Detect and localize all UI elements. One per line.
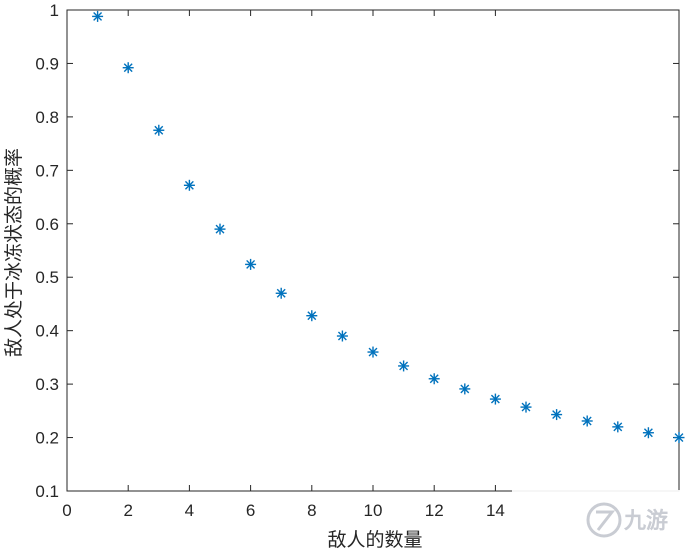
data-point bbox=[275, 287, 287, 299]
data-point bbox=[459, 383, 471, 395]
x-tick-label: 8 bbox=[307, 501, 316, 520]
y-tick-label: 0.6 bbox=[35, 215, 59, 234]
data-point bbox=[245, 258, 257, 270]
watermark-text: 九游 bbox=[623, 508, 668, 534]
x-tick-label: 10 bbox=[364, 501, 383, 520]
data-point bbox=[520, 401, 532, 413]
y-axis-label: 敌人处于冰冻状态的概率 bbox=[3, 148, 25, 357]
data-point bbox=[551, 409, 563, 421]
data-point bbox=[428, 373, 440, 385]
data-point bbox=[489, 393, 501, 405]
y-tick-label: 0.7 bbox=[35, 161, 59, 180]
data-point bbox=[398, 360, 410, 372]
y-tick-label: 0.9 bbox=[35, 54, 59, 73]
x-tick-label: 14 bbox=[486, 501, 505, 520]
data-point bbox=[581, 415, 593, 427]
y-tick-label: 0.4 bbox=[35, 322, 59, 341]
y-tick-label: 0.3 bbox=[35, 375, 59, 394]
data-points bbox=[92, 10, 685, 444]
x-axis-label: 敌人的数量 bbox=[327, 529, 422, 550]
y-axis-ticks: 0.1 0.2 0.3 0.4 0.5 0.6 0.7 0.8 0.9 1 bbox=[35, 1, 679, 501]
data-point bbox=[183, 179, 195, 191]
data-point bbox=[92, 10, 104, 22]
x-tick-label: 0 bbox=[62, 501, 71, 520]
data-point bbox=[214, 223, 226, 235]
data-point bbox=[122, 62, 134, 74]
data-point bbox=[306, 310, 318, 322]
watermark-logo: 九游 bbox=[512, 490, 692, 550]
data-point bbox=[153, 124, 165, 136]
y-tick-label: 0.1 bbox=[35, 482, 59, 501]
x-axis-ticks: 0 2 4 6 8 10 12 14 bbox=[62, 10, 505, 520]
x-tick-label: 4 bbox=[185, 501, 194, 520]
x-tick-label: 6 bbox=[246, 501, 255, 520]
x-tick-label: 2 bbox=[123, 501, 132, 520]
x-tick-label: 12 bbox=[425, 501, 444, 520]
y-tick-label: 1 bbox=[50, 1, 59, 20]
data-point bbox=[612, 421, 624, 433]
data-point bbox=[336, 330, 348, 342]
data-point bbox=[642, 427, 654, 439]
data-point bbox=[367, 346, 379, 358]
y-tick-label: 0.2 bbox=[35, 429, 59, 448]
data-point bbox=[673, 432, 685, 444]
y-tick-label: 0.8 bbox=[35, 108, 59, 127]
y-tick-label: 0.5 bbox=[35, 268, 59, 287]
